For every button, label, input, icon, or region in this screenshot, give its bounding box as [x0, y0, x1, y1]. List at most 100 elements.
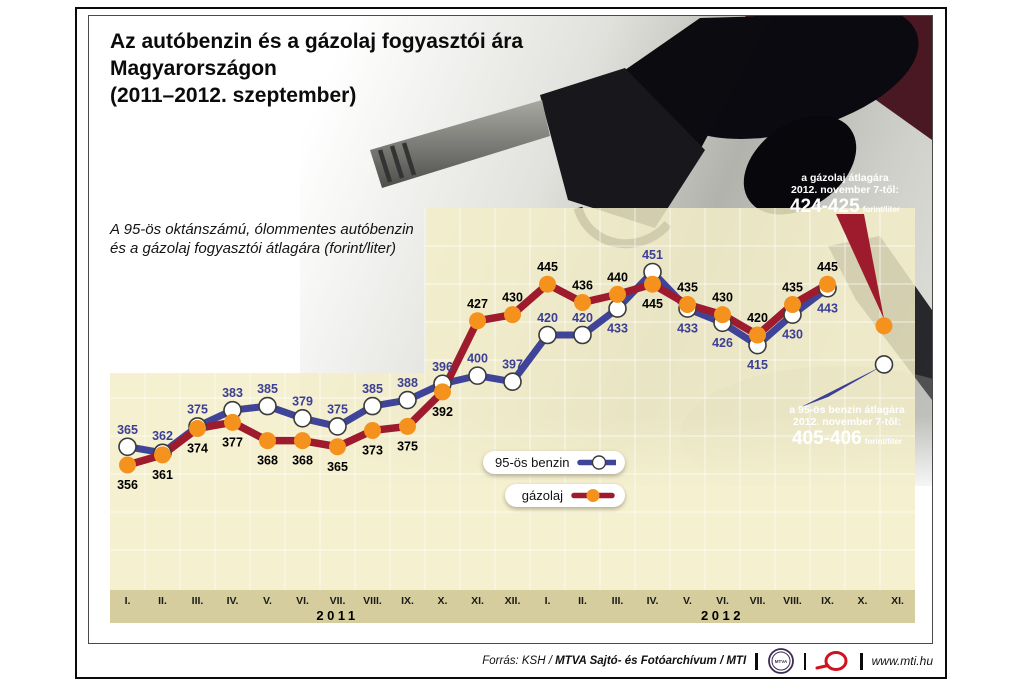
marker-benzin	[503, 372, 522, 392]
mtva-logo: MTVA	[767, 648, 794, 674]
marker-benzin	[118, 437, 137, 457]
page-title: Az autóbenzin és a gázolaj fogyasztói ár…	[110, 30, 524, 107]
value-label-gazolaj: 445	[537, 260, 558, 274]
value-label-benzin: 375	[327, 402, 348, 416]
value-label-gazolaj: 435	[782, 281, 803, 295]
month-label: X.	[438, 595, 448, 607]
marker-benzin	[573, 325, 592, 345]
value-label-benzin: 383	[222, 386, 243, 400]
month-label: III.	[612, 595, 624, 607]
month-label: X.	[858, 595, 868, 607]
value-label-gazolaj: 440	[607, 270, 628, 284]
hand-shape	[743, 115, 857, 215]
value-label-gazolaj: 445	[642, 297, 663, 311]
month-label: I.	[125, 595, 131, 607]
value-label-gazolaj: 420	[747, 311, 768, 325]
value-label-benzin: 451	[642, 248, 663, 262]
callout-diesel-line1: a gázolaj átlagára	[801, 172, 889, 184]
value-label-benzin: 375	[187, 402, 208, 416]
value-label-benzin: 400	[467, 352, 488, 366]
nozzle-spout	[370, 100, 550, 188]
month-label: VIII.	[783, 595, 802, 607]
value-label-gazolaj: 436	[572, 278, 593, 292]
value-label-gazolaj: 368	[257, 454, 278, 468]
marker-gazolaj	[434, 383, 451, 401]
legend-label-gazolaj: gázolaj	[521, 488, 563, 503]
value-label-benzin: 426	[712, 336, 733, 350]
value-label-gazolaj: 435	[677, 281, 698, 295]
marker-gazolaj	[574, 293, 591, 311]
month-label: XI.	[471, 595, 484, 607]
marker-gazolaj	[294, 432, 311, 450]
month-label: VI.	[296, 595, 309, 607]
source-credit: Forrás: KSH / MTVA Sajtó- és Fotóarchívu…	[482, 655, 746, 667]
month-label: V.	[683, 595, 692, 607]
marker-gazolaj	[679, 296, 696, 314]
marker-gazolaj	[644, 275, 661, 293]
footer-divider	[803, 652, 807, 670]
value-label-benzin: 396	[432, 360, 453, 374]
year-label: 2011	[316, 608, 358, 623]
marker-gazolaj	[609, 285, 626, 303]
marker-gazolaj	[364, 421, 381, 439]
legend-sample-gazolaj	[571, 489, 615, 502]
marker-gazolaj	[784, 296, 801, 314]
value-label-benzin: 365	[117, 423, 138, 437]
marker-gazolaj	[119, 456, 136, 474]
value-label-gazolaj: 430	[502, 291, 523, 305]
value-label-gazolaj: 427	[467, 297, 488, 311]
value-label-benzin: 443	[817, 301, 838, 315]
month-label: XII.	[505, 595, 521, 607]
year-label: 2012	[701, 608, 744, 623]
legend-item-benzin: 95-ös benzin	[483, 451, 625, 474]
chart-subtitle: A 95-ös oktánszámú, ólommentes autóbenzi…	[110, 221, 414, 257]
month-label: III.	[192, 595, 204, 607]
legend-sample-benzin	[577, 455, 616, 470]
value-label-benzin: 385	[362, 382, 383, 396]
value-label-benzin: 433	[677, 322, 698, 336]
callout-petrol-line1: a 95-ös benzin átlagára	[789, 404, 905, 416]
value-label-gazolaj: 374	[187, 441, 208, 455]
marker-gazolaj	[399, 417, 416, 435]
value-label-benzin: 433	[607, 322, 628, 336]
value-label-benzin: 420	[537, 311, 558, 325]
marker-benzin	[538, 325, 557, 345]
callout-petrol-november: a 95-ös benzin átlagára 2012. november 7…	[787, 400, 907, 451]
callout-pointer-diesel	[836, 214, 884, 319]
value-label-benzin: 385	[257, 382, 278, 396]
month-label: IX.	[821, 595, 834, 607]
marker-gazolaj	[714, 306, 731, 324]
callout-pointer-petrol	[801, 365, 884, 407]
month-label: V.	[263, 595, 272, 607]
value-label-benzin: 397	[502, 358, 523, 372]
footer-divider	[755, 652, 758, 670]
spout-ring	[401, 142, 417, 176]
callout-petrol-line2: 2012. november 7-től:	[793, 416, 901, 428]
month-label: XI.	[891, 595, 904, 607]
month-label: II.	[158, 595, 167, 607]
marker-gazolaj	[504, 306, 521, 324]
marker-benzin	[363, 396, 382, 416]
marker-benzin	[293, 409, 312, 428]
value-label-gazolaj: 430	[712, 291, 733, 305]
month-label: IV.	[227, 595, 239, 607]
footer: Forrás: KSH / MTVA Sajtó- és Fotóarchívu…	[88, 647, 933, 675]
november-marker-benzin	[874, 355, 894, 374]
marker-gazolaj	[259, 432, 276, 450]
value-label-benzin: 379	[292, 394, 313, 408]
source-prefix: Forrás: KSH /	[482, 655, 556, 667]
month-label: II.	[578, 595, 587, 607]
value-label-gazolaj: 365	[327, 460, 348, 474]
value-label-benzin: 415	[747, 358, 768, 372]
mti-logo	[815, 651, 848, 671]
marker-gazolaj	[189, 419, 206, 437]
value-label-gazolaj: 356	[117, 478, 138, 492]
marker-gazolaj	[749, 326, 766, 344]
marker-gazolaj	[224, 413, 241, 431]
marker-gazolaj	[469, 312, 486, 330]
legend-item-gazolaj: gázolaj	[505, 484, 625, 507]
marker-gazolaj	[819, 275, 836, 293]
callout-petrol-value: 405-406	[791, 428, 862, 449]
